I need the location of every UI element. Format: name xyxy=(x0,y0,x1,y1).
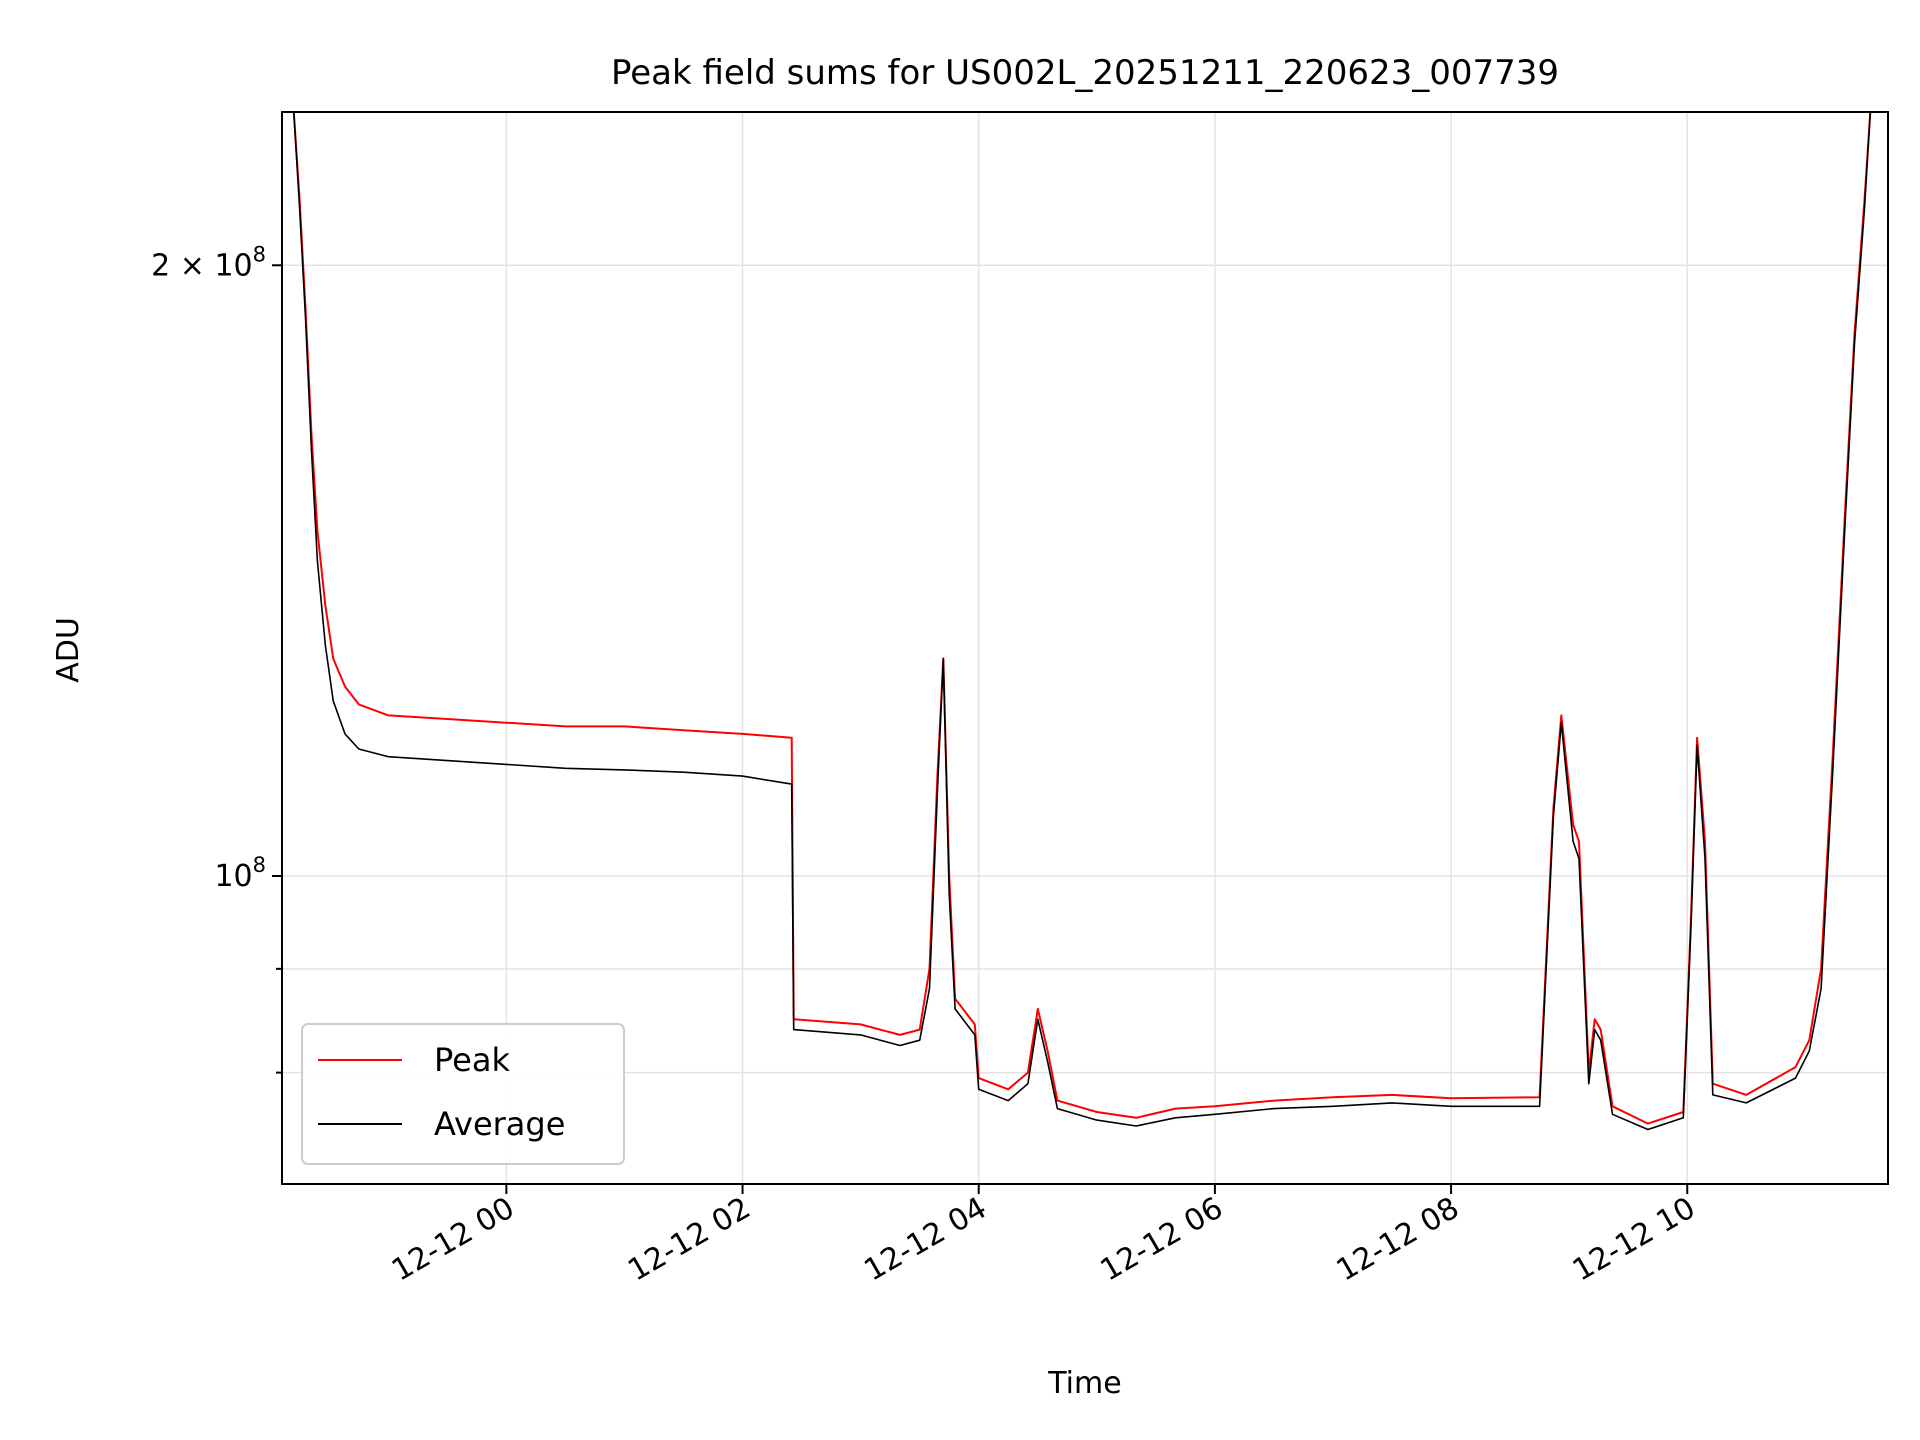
plot-area xyxy=(282,112,1888,1131)
chart-title: Peak field sums for US002L_20251211_2206… xyxy=(611,53,1559,93)
series-line-average xyxy=(282,112,1888,1131)
y-axis-label: ADU xyxy=(51,617,86,683)
x-axis-label: Time xyxy=(1047,1366,1121,1401)
legend: Peak Average xyxy=(301,1023,625,1165)
y-axis: 108 2 × 108 xyxy=(151,242,282,1074)
legend-label-average: Average xyxy=(434,1105,565,1143)
y-tick-label: 108 xyxy=(214,853,266,894)
y-tick-label: 2 × 108 xyxy=(151,242,266,283)
series-line-peak xyxy=(282,112,1888,1125)
plot-frame xyxy=(281,111,1889,1185)
legend-label-peak: Peak xyxy=(434,1041,510,1079)
series-layer xyxy=(282,112,1888,1131)
